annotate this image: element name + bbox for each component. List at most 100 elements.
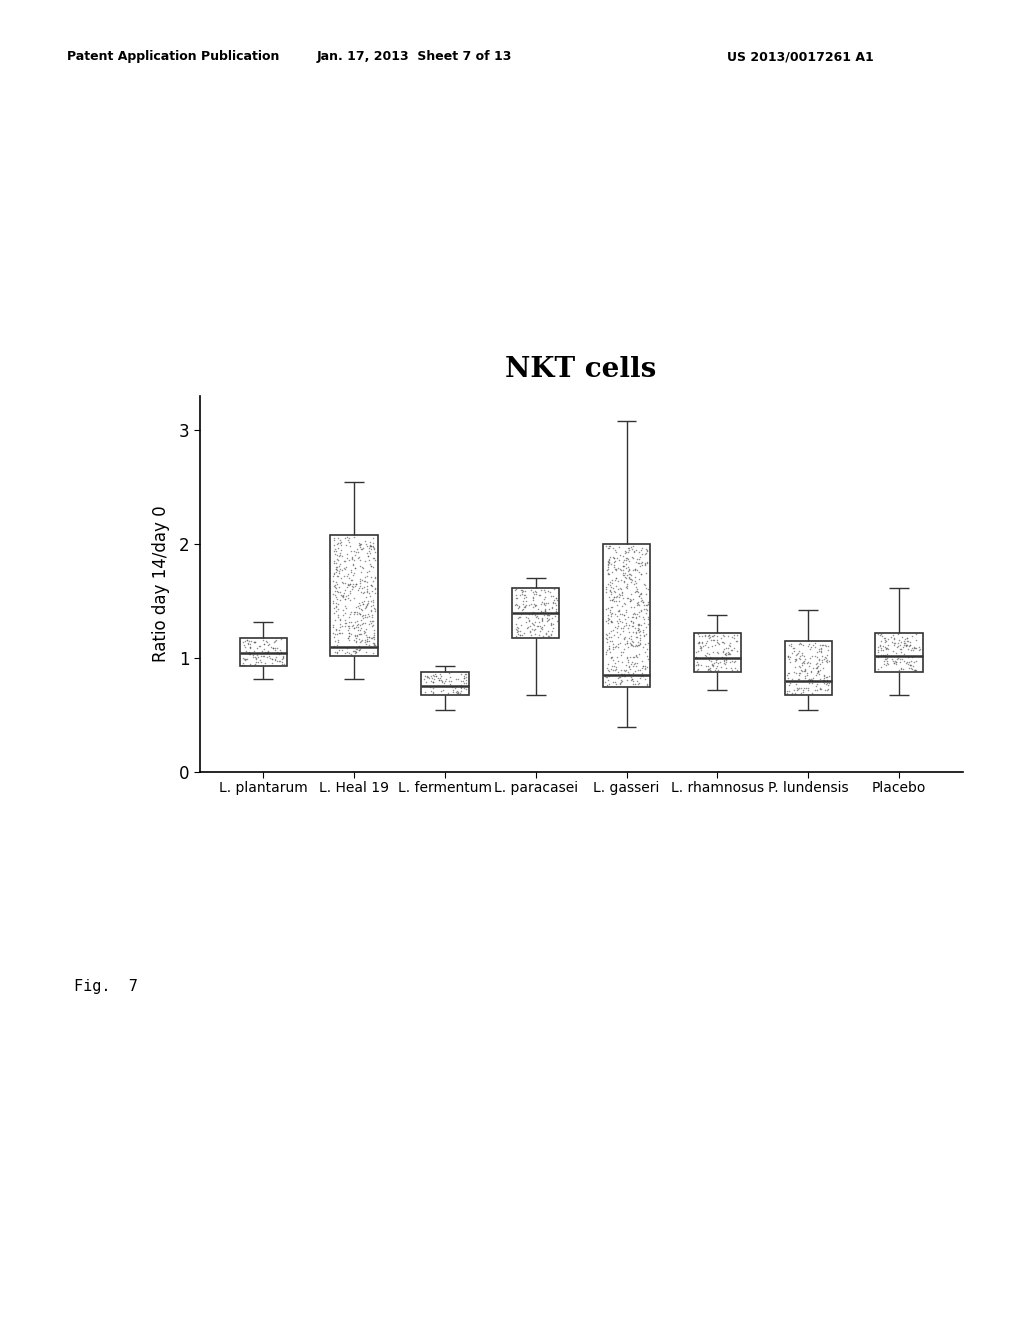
Point	[417, 665, 433, 686]
Point	[610, 601, 627, 622]
Point	[528, 595, 545, 616]
Point	[884, 648, 900, 669]
Point	[240, 632, 256, 653]
Point	[897, 632, 913, 653]
Point	[256, 634, 272, 655]
Point	[526, 583, 543, 605]
Point	[541, 593, 557, 614]
Point	[612, 560, 629, 581]
Point	[907, 624, 924, 645]
Point	[603, 605, 620, 626]
Point	[326, 603, 342, 624]
Point	[328, 595, 344, 616]
Point	[898, 653, 914, 675]
Point	[234, 652, 251, 673]
Point	[510, 597, 526, 618]
Point	[784, 668, 801, 689]
Point	[632, 546, 648, 568]
Point	[633, 553, 649, 574]
Point	[430, 669, 446, 690]
Point	[243, 643, 259, 664]
Point	[605, 586, 622, 607]
Point	[639, 540, 655, 561]
Point	[617, 568, 634, 589]
Point	[718, 644, 734, 665]
Point	[246, 640, 262, 661]
Point	[611, 586, 628, 607]
Point	[903, 657, 920, 678]
Point	[613, 570, 630, 591]
Point	[349, 603, 366, 624]
Point	[902, 635, 919, 656]
Point	[633, 615, 649, 636]
Point	[697, 624, 714, 645]
Point	[631, 562, 647, 583]
Point	[358, 581, 375, 602]
Point	[809, 657, 825, 678]
Point	[626, 597, 642, 618]
Point	[527, 595, 544, 616]
Point	[442, 673, 459, 694]
Point	[790, 669, 806, 690]
Point	[534, 591, 550, 612]
Point	[628, 558, 644, 579]
Point	[606, 557, 623, 578]
Point	[622, 590, 638, 611]
Point	[248, 648, 264, 669]
Point	[612, 671, 629, 692]
Point	[613, 618, 630, 639]
Point	[238, 642, 254, 663]
Point	[541, 605, 557, 626]
Point	[356, 630, 373, 651]
Point	[891, 630, 907, 651]
Point	[360, 631, 377, 652]
Point	[632, 659, 648, 680]
Point	[631, 615, 647, 636]
Point	[449, 676, 465, 697]
Point	[626, 540, 642, 561]
Point	[625, 616, 641, 638]
Point	[610, 626, 627, 647]
Point	[508, 593, 524, 614]
Point	[335, 585, 351, 606]
Point	[716, 639, 732, 660]
Point	[614, 554, 631, 576]
Point	[356, 631, 373, 652]
Point	[705, 626, 721, 647]
Point	[610, 591, 627, 612]
Point	[247, 645, 263, 667]
Point	[635, 655, 651, 676]
Point	[364, 607, 380, 628]
Point	[630, 631, 646, 652]
Point	[329, 565, 345, 586]
Point	[807, 671, 823, 692]
Point	[249, 638, 265, 659]
Point	[794, 652, 810, 673]
Point	[890, 635, 906, 656]
Point	[546, 578, 562, 599]
Point	[549, 610, 565, 631]
Point	[608, 548, 625, 569]
Point	[266, 638, 283, 659]
Point	[447, 669, 464, 690]
Point	[727, 631, 743, 652]
Bar	[603, 544, 650, 686]
Point	[352, 630, 369, 651]
Point	[526, 623, 543, 644]
Bar	[876, 634, 923, 672]
Point	[352, 619, 369, 640]
Point	[620, 649, 636, 671]
Point	[628, 552, 644, 573]
Point	[422, 677, 438, 698]
Point	[729, 624, 745, 645]
Point	[330, 537, 346, 558]
Point	[721, 634, 737, 655]
Point	[877, 644, 893, 665]
Point	[700, 624, 717, 645]
Point	[625, 560, 641, 581]
Point	[900, 653, 916, 675]
Point	[624, 569, 640, 590]
Point	[702, 627, 719, 648]
Point	[600, 653, 616, 675]
Point	[638, 562, 654, 583]
